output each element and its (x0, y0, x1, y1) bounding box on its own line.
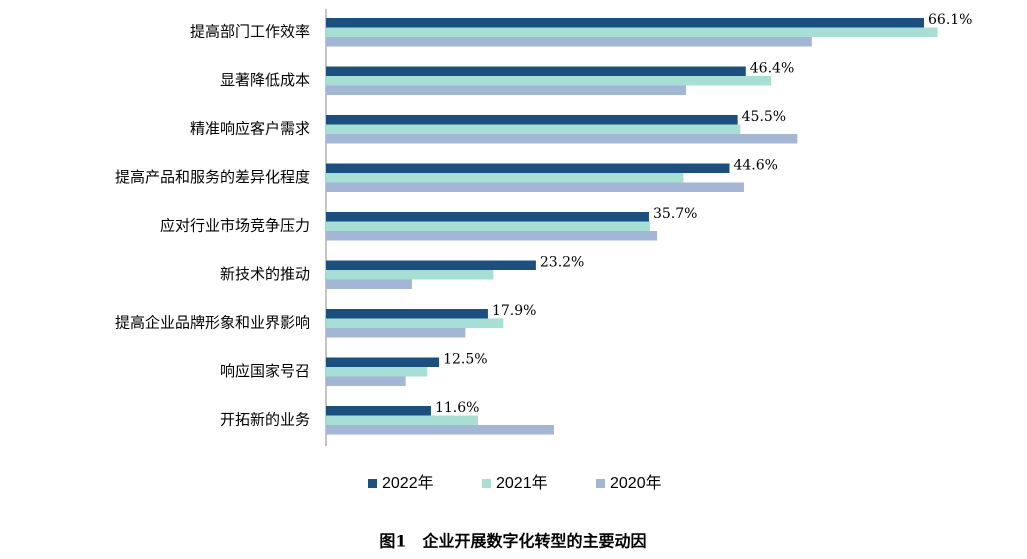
bar (326, 367, 428, 377)
bar (326, 18, 925, 28)
bar (326, 270, 494, 280)
bar (326, 115, 738, 125)
y-tick-label: 精准响应客户需求 (190, 119, 310, 137)
bar (326, 415, 478, 425)
legend-swatch (482, 479, 491, 488)
y-tick-label: 提高产品和服务的差异化程度 (115, 168, 310, 186)
y-tick-label: 提高部门工作效率 (190, 22, 310, 40)
value-label: 66.1% (928, 12, 972, 28)
bar (326, 318, 504, 328)
bar (326, 231, 658, 241)
bar (326, 124, 741, 134)
bar (326, 173, 684, 183)
bar (326, 406, 431, 416)
value-label: 12.5% (443, 352, 487, 368)
value-label: 11.6% (435, 400, 479, 416)
value-label: 35.7% (653, 206, 697, 222)
value-label: 46.4% (750, 61, 794, 77)
y-tick-label: 显著降低成本 (220, 71, 310, 89)
bar (326, 309, 488, 319)
bar (326, 328, 466, 338)
value-label: 45.5% (742, 109, 786, 125)
bar (326, 357, 440, 367)
bar (326, 182, 744, 192)
legend-label: 2021年 (496, 474, 548, 492)
y-tick-label: 应对行业市场竞争压力 (160, 216, 310, 234)
bar (326, 37, 812, 47)
bar (326, 279, 412, 289)
bar (326, 27, 938, 37)
legend-swatch (368, 479, 377, 488)
legend-swatch (596, 479, 605, 488)
value-label: 17.9% (492, 303, 536, 319)
value-label: 44.6% (733, 158, 777, 174)
bar (326, 376, 406, 386)
value-label: 23.2% (540, 255, 584, 271)
bar (326, 66, 746, 76)
bar (326, 163, 730, 173)
legend-label: 2020年 (610, 474, 662, 492)
bar (326, 134, 798, 144)
bar (326, 425, 554, 435)
bar (326, 221, 650, 231)
chart-title: 图1 企业开展数字化转型的主要动因 (379, 532, 646, 551)
bar (326, 260, 536, 270)
bar (326, 76, 772, 86)
y-tick-label: 响应国家号召 (220, 362, 310, 380)
y-tick-label: 提高企业品牌形象和业界影响 (115, 313, 310, 331)
bar (326, 85, 687, 95)
y-tick-label: 开拓新的业务 (220, 410, 310, 428)
bar (326, 212, 649, 222)
legend-label: 2022年 (382, 474, 434, 492)
y-tick-label: 新技术的推动 (220, 265, 310, 283)
